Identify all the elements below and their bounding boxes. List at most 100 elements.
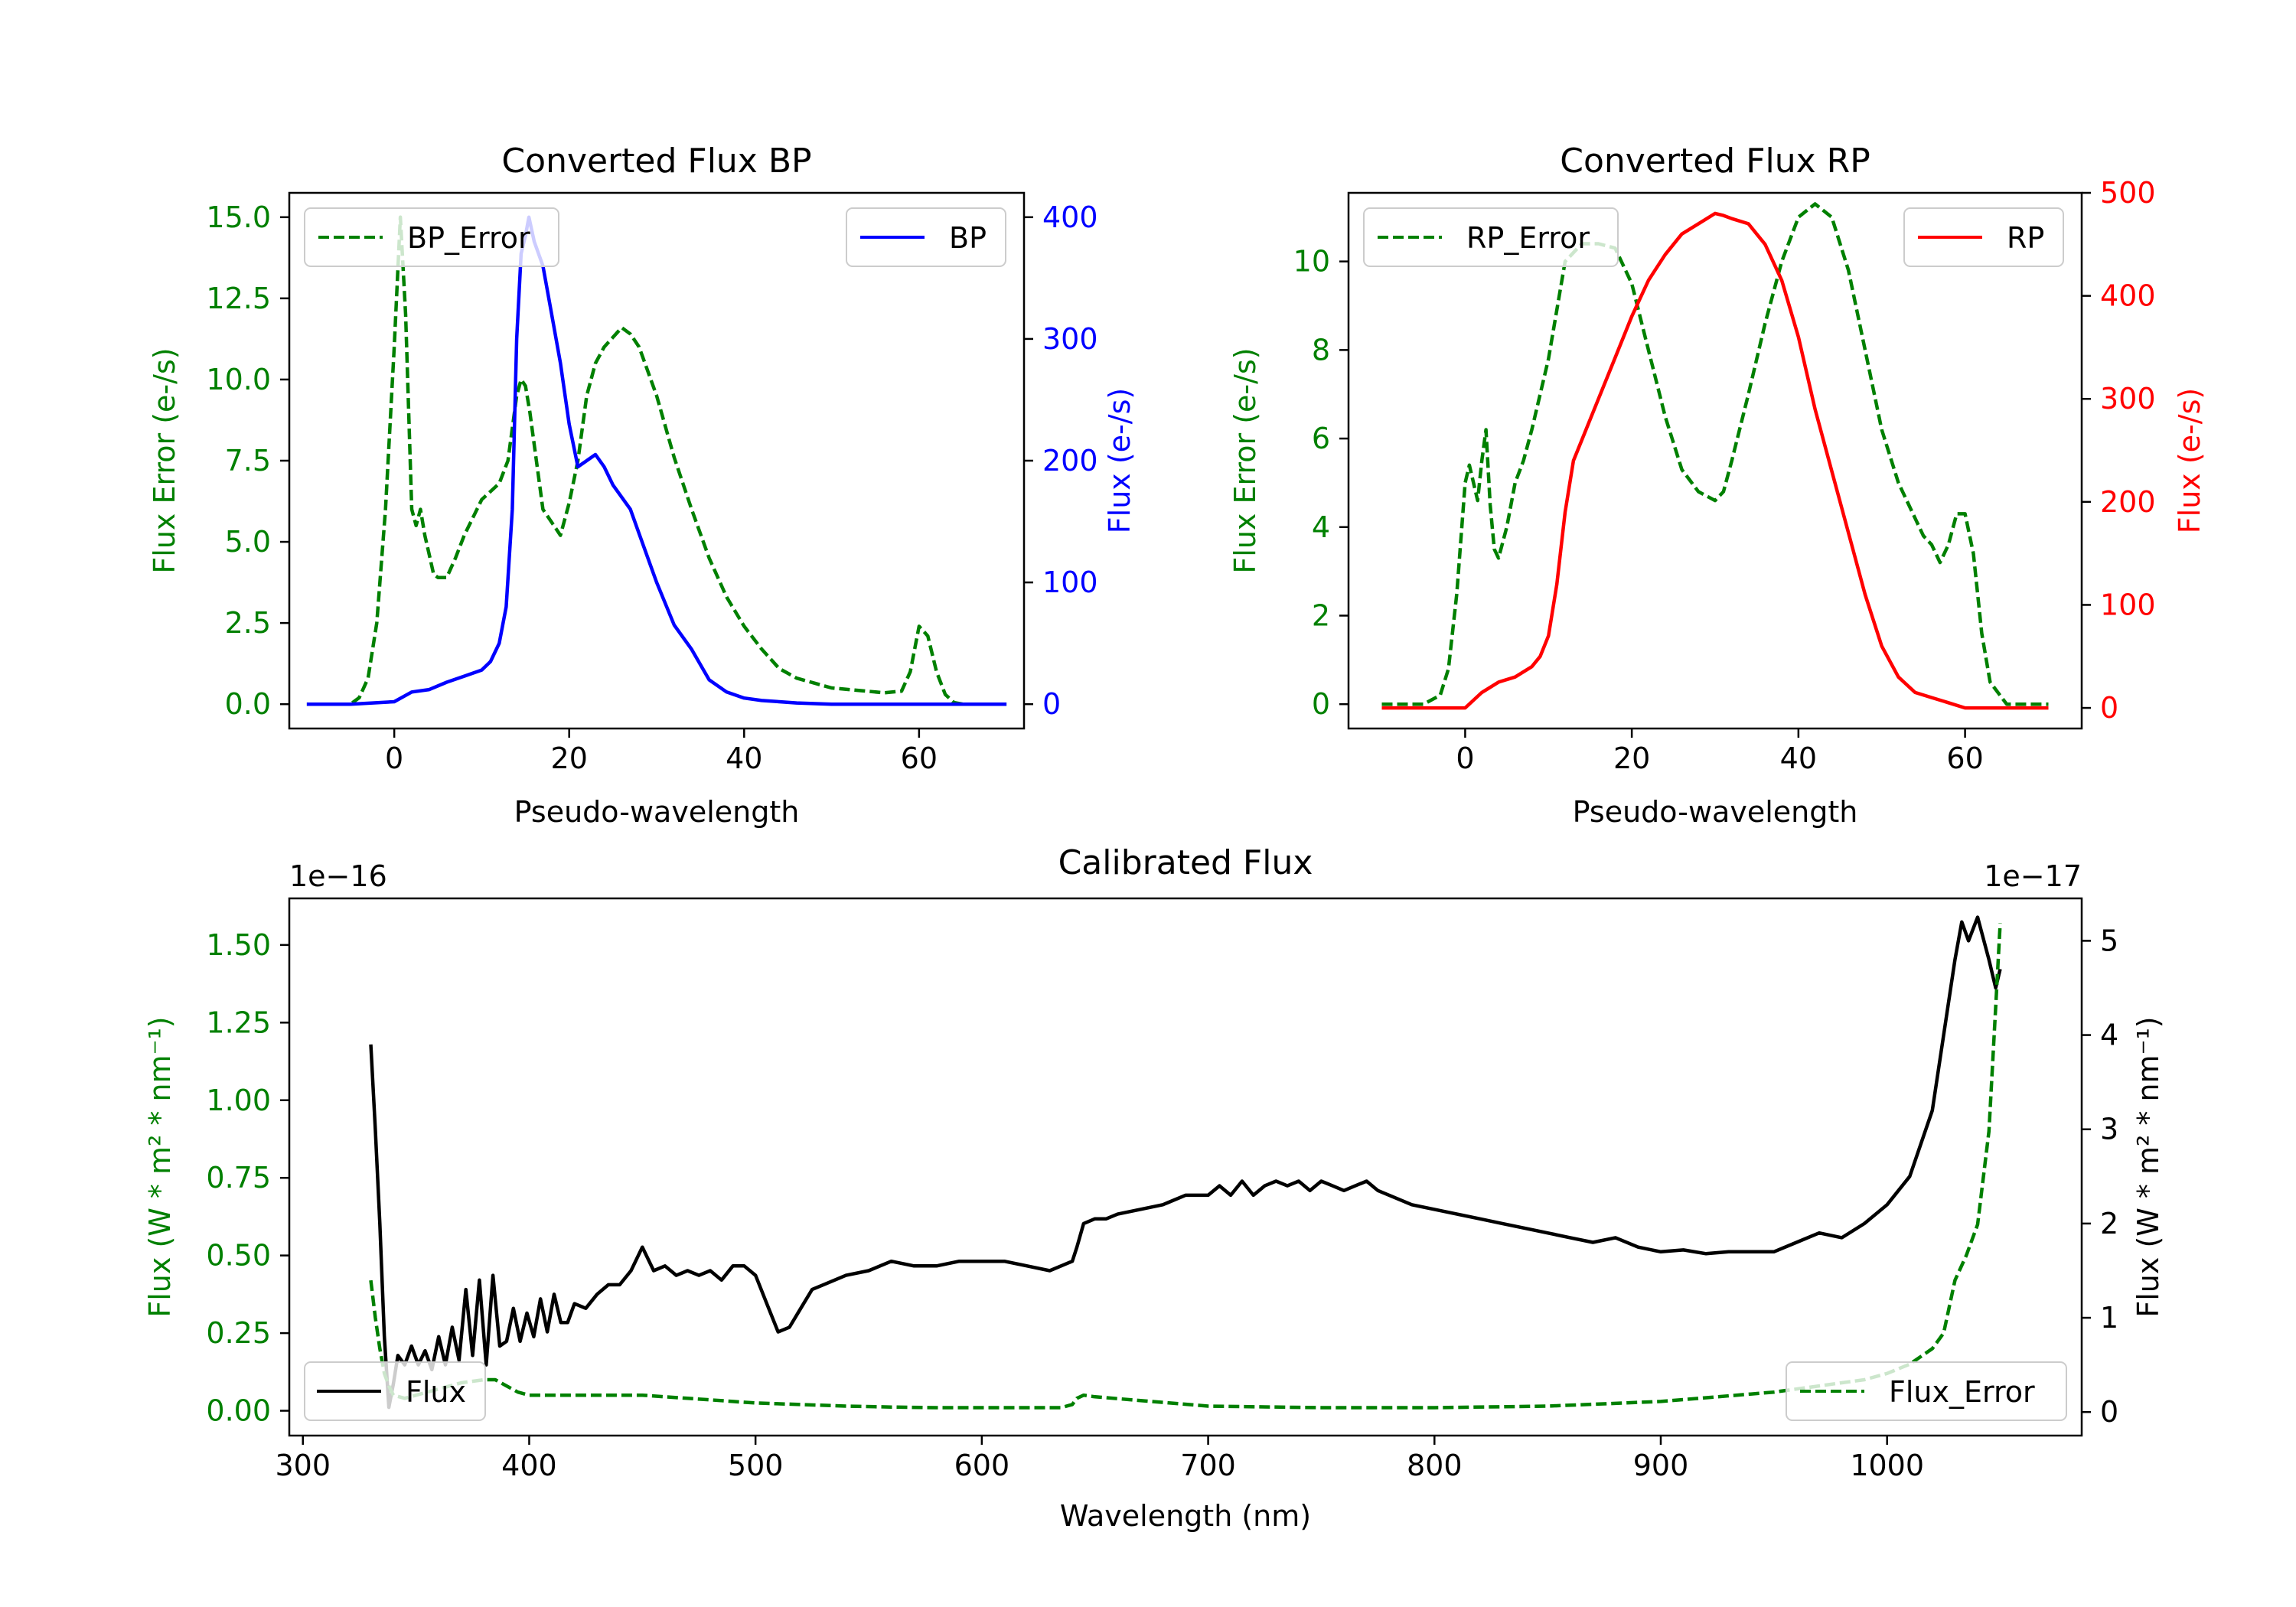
right-y-tick-label: 0 bbox=[2100, 691, 2118, 725]
left-y-tick-label: 0 bbox=[1312, 687, 1330, 721]
x-tick-label: 800 bbox=[1407, 1449, 1463, 1482]
plot-frame bbox=[1347, 191, 2083, 730]
left-y-tick-label: 15.0 bbox=[206, 200, 271, 234]
left-y-tick-label: 7.5 bbox=[225, 444, 271, 478]
x-tick-label: 40 bbox=[1780, 742, 1817, 775]
chart-title: Calibrated Flux bbox=[1058, 843, 1313, 882]
chart-rp-panel: Converted Flux RP Pseudo-wavelength Flux… bbox=[1228, 142, 2206, 829]
legend-box bbox=[846, 207, 1006, 267]
series-line-bp bbox=[306, 215, 1007, 706]
left-y-tick-label: 12.5 bbox=[206, 282, 271, 315]
right-y-ticks: 0 100 200 300 400 bbox=[1024, 200, 1098, 721]
right-offset-label: 1e−17 bbox=[1984, 859, 2082, 893]
right-y-axis-label: Flux (W * m² * nm⁻¹) bbox=[2131, 1016, 2165, 1317]
left-y-tick-label: 4 bbox=[1312, 510, 1330, 544]
legend-right: BP bbox=[846, 207, 1006, 267]
legend-box bbox=[304, 207, 559, 267]
x-tick-label: 900 bbox=[1633, 1449, 1689, 1482]
left-y-tick-label: 8 bbox=[1312, 333, 1330, 367]
x-tick-label: 20 bbox=[551, 742, 588, 775]
x-ticks: 300 400 500 600 700 800 900 1000 bbox=[275, 1436, 1924, 1482]
chart-title: Converted Flux RP bbox=[1560, 142, 1870, 181]
left-y-tick-label: 6 bbox=[1312, 422, 1330, 455]
left-y-tick-label: 1.50 bbox=[206, 928, 271, 962]
legend-label-rp-error: RP_Error bbox=[1466, 221, 1590, 255]
series-group bbox=[306, 215, 1007, 706]
left-y-ticks: 0.0 2.5 5.0 7.5 10.0 12.5 15.0 bbox=[206, 200, 289, 721]
x-axis-label: Wavelength (nm) bbox=[1060, 1499, 1311, 1533]
x-ticks: 0 20 40 60 bbox=[1456, 729, 1984, 775]
right-y-tick-label: 100 bbox=[1042, 566, 1098, 599]
left-y-tick-label: 10 bbox=[1293, 245, 1330, 279]
right-y-axis-label: Flux (e-/s) bbox=[2173, 388, 2206, 533]
x-tick-label: 300 bbox=[275, 1449, 331, 1482]
x-tick-label: 0 bbox=[385, 742, 403, 775]
left-y-axis-label: Flux (W * m² * nm⁻¹) bbox=[143, 1016, 177, 1317]
left-y-tick-label: 1.00 bbox=[206, 1084, 271, 1117]
left-y-tick-label: 1.25 bbox=[206, 1006, 271, 1039]
left-y-tick-label: 0.75 bbox=[206, 1161, 271, 1195]
right-y-tick-label: 4 bbox=[2100, 1019, 2118, 1052]
chart-bp-panel: Converted Flux BP Pseudo-wavelength Flux… bbox=[148, 142, 1137, 829]
left-y-ticks: 0 2 4 6 8 10 bbox=[1293, 245, 1349, 721]
left-y-tick-label: 0.25 bbox=[206, 1316, 271, 1350]
legend-label-flux: Flux bbox=[406, 1375, 466, 1409]
legend-label-flux-error: Flux_Error bbox=[1889, 1375, 2035, 1409]
legend-box bbox=[1903, 207, 2064, 267]
left-y-tick-label: 5.0 bbox=[225, 525, 271, 559]
legend-box bbox=[1363, 207, 1619, 267]
legend-left: BP_Error bbox=[304, 207, 559, 267]
x-axis-label: Pseudo-wavelength bbox=[1573, 795, 1858, 829]
right-y-tick-label: 1 bbox=[2100, 1301, 2118, 1335]
series-line-rp-error bbox=[1381, 202, 2049, 706]
series-group bbox=[1381, 202, 2049, 710]
x-axis-label: Pseudo-wavelength bbox=[514, 795, 800, 829]
x-tick-label: 500 bbox=[728, 1449, 784, 1482]
plot-frame bbox=[288, 897, 2083, 1437]
series-line-rp bbox=[1381, 211, 2049, 710]
right-y-ticks: 0 1 2 3 4 5 bbox=[2082, 924, 2118, 1429]
right-y-tick-label: 0 bbox=[2100, 1395, 2118, 1429]
left-y-tick-label: 0.50 bbox=[206, 1239, 271, 1273]
left-y-tick-label: 0.00 bbox=[206, 1394, 271, 1428]
right-y-tick-label: 100 bbox=[2100, 588, 2156, 621]
right-y-tick-label: 300 bbox=[2100, 382, 2156, 416]
right-y-tick-label: 3 bbox=[2100, 1113, 2118, 1146]
chart-title: Converted Flux BP bbox=[501, 142, 811, 181]
right-y-ticks: 0 100 200 300 400 500 bbox=[2082, 176, 2156, 725]
series-line-flux-error bbox=[369, 923, 2002, 1410]
left-y-tick-label: 0.0 bbox=[225, 687, 271, 721]
x-tick-label: 1000 bbox=[1850, 1449, 1924, 1482]
left-y-tick-label: 2 bbox=[1312, 598, 1330, 632]
legend-right: Flux_Error bbox=[1786, 1361, 2067, 1421]
left-offset-label: 1e−16 bbox=[289, 859, 387, 893]
series-line-flux bbox=[369, 915, 2002, 1410]
right-y-tick-label: 500 bbox=[2100, 176, 2156, 210]
chart-calibrated-panel: Calibrated Flux Wavelength (nm) 1e−16 1e… bbox=[143, 843, 2165, 1533]
x-tick-label: 400 bbox=[501, 1449, 557, 1482]
right-y-tick-label: 200 bbox=[1042, 444, 1098, 478]
right-y-tick-label: 300 bbox=[1042, 322, 1098, 356]
right-y-tick-label: 0 bbox=[1042, 687, 1061, 721]
right-y-tick-label: 400 bbox=[2100, 279, 2156, 313]
left-y-ticks: 0.00 0.25 0.50 0.75 1.00 1.25 1.50 bbox=[206, 928, 289, 1428]
legend-label-rp: RP bbox=[2007, 221, 2044, 255]
legend-left: Flux bbox=[304, 1361, 486, 1421]
x-tick-label: 60 bbox=[901, 742, 938, 775]
legend-box bbox=[1786, 1361, 2067, 1421]
left-y-axis-label: Flux Error (e-/s) bbox=[148, 347, 181, 573]
right-y-tick-label: 5 bbox=[2100, 924, 2118, 957]
right-y-tick-label: 2 bbox=[2100, 1207, 2118, 1240]
x-tick-label: 40 bbox=[726, 742, 762, 775]
x-tick-label: 600 bbox=[954, 1449, 1010, 1482]
legend-label-bp: BP bbox=[949, 221, 987, 255]
legend-right: RP bbox=[1903, 207, 2064, 267]
left-y-axis-label: Flux Error (e-/s) bbox=[1228, 347, 1262, 573]
left-y-tick-label: 10.0 bbox=[206, 363, 271, 396]
x-tick-label: 0 bbox=[1456, 742, 1474, 775]
right-y-axis-label: Flux (e-/s) bbox=[1103, 388, 1137, 533]
x-tick-label: 700 bbox=[1180, 1449, 1236, 1482]
series-line-bp-error bbox=[306, 215, 1007, 706]
right-y-tick-label: 400 bbox=[1042, 200, 1098, 234]
